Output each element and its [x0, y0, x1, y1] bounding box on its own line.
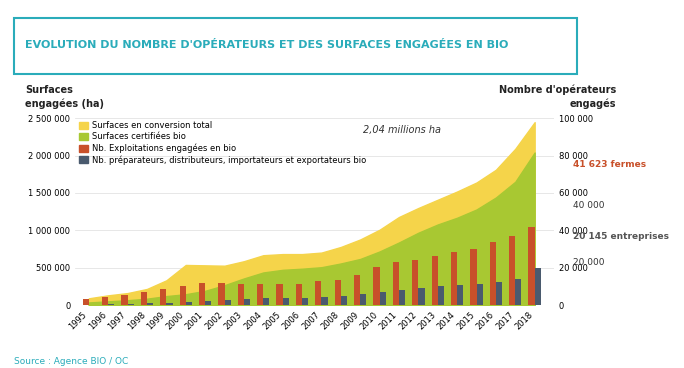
Text: Nombre d'opérateurs: Nombre d'opérateurs: [499, 84, 616, 95]
Bar: [160, 289, 166, 305]
Bar: [399, 290, 405, 305]
Text: 20 000: 20 000: [573, 258, 605, 267]
Bar: [237, 284, 244, 305]
Bar: [276, 284, 282, 305]
Bar: [102, 297, 108, 305]
Bar: [83, 299, 89, 305]
Text: 20 145 entreprises: 20 145 entreprises: [573, 232, 669, 241]
Bar: [244, 299, 250, 305]
Bar: [360, 294, 367, 305]
Bar: [282, 298, 289, 305]
Bar: [199, 283, 205, 305]
Bar: [477, 284, 483, 305]
Bar: [515, 279, 521, 305]
Bar: [457, 285, 463, 305]
Bar: [509, 237, 515, 305]
Bar: [380, 292, 386, 305]
Bar: [205, 301, 211, 305]
Bar: [373, 267, 380, 305]
Bar: [471, 249, 477, 305]
Bar: [121, 294, 128, 305]
Text: 2,04 millions ha: 2,04 millions ha: [363, 125, 440, 135]
Bar: [224, 300, 231, 305]
Text: 41 623 fermes: 41 623 fermes: [573, 160, 646, 169]
Bar: [166, 302, 172, 305]
Text: Surfaces: Surfaces: [25, 85, 73, 95]
Bar: [257, 284, 263, 305]
Bar: [535, 268, 541, 305]
Bar: [393, 262, 399, 305]
Bar: [302, 298, 308, 305]
Bar: [334, 280, 341, 305]
Bar: [179, 286, 186, 305]
Bar: [128, 304, 134, 305]
Text: engagés: engagés: [570, 99, 616, 109]
Bar: [490, 242, 496, 305]
Bar: [321, 297, 328, 305]
Bar: [218, 283, 224, 305]
Bar: [186, 302, 192, 305]
Legend: Surfaces en conversion total, Surfaces certifiées bio, Nb. Exploitations engagée: Surfaces en conversion total, Surfaces c…: [79, 121, 366, 164]
Bar: [419, 288, 425, 305]
Bar: [147, 303, 153, 305]
Bar: [296, 284, 302, 305]
Text: engagées (ha): engagées (ha): [25, 99, 104, 109]
Bar: [451, 251, 457, 305]
Text: 40 000: 40 000: [573, 201, 605, 210]
Bar: [263, 298, 269, 305]
Bar: [354, 275, 360, 305]
Text: Source : Agence BIO / OC: Source : Agence BIO / OC: [14, 357, 128, 366]
Bar: [432, 256, 438, 305]
Bar: [496, 282, 502, 305]
Bar: [141, 292, 147, 305]
Bar: [89, 304, 95, 305]
Bar: [315, 280, 321, 305]
Bar: [412, 260, 419, 305]
Bar: [108, 304, 114, 305]
Bar: [529, 227, 535, 305]
Bar: [341, 296, 347, 305]
FancyBboxPatch shape: [14, 18, 577, 74]
Bar: [438, 286, 444, 305]
Text: EVOLUTION DU NOMBRE D'OPÉRATEURS ET DES SURFACES ENGAGÉES EN BIO: EVOLUTION DU NOMBRE D'OPÉRATEURS ET DES …: [25, 40, 508, 50]
